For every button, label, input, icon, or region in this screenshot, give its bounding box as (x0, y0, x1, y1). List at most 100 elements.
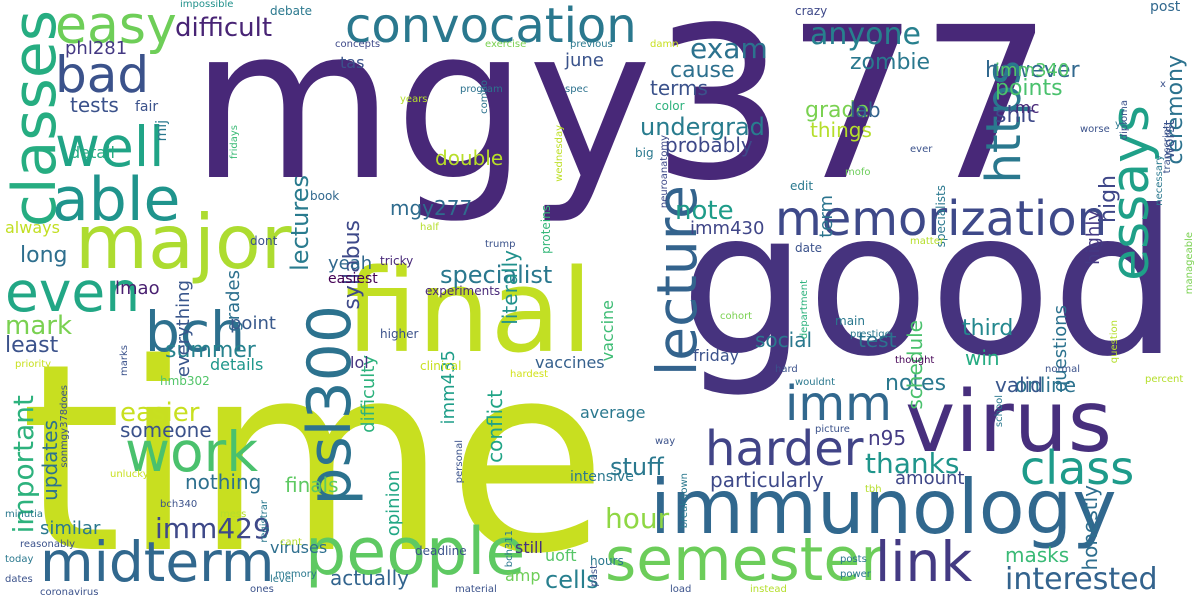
cloud-word: dont (250, 234, 278, 248)
cloud-word: bch (145, 300, 246, 364)
cloud-word: difficult (175, 13, 273, 43)
cloud-word: mij (154, 120, 170, 142)
cloud-word: ones (250, 584, 274, 595)
cloud-word: someone (120, 418, 212, 442)
cloud-word: long (20, 243, 68, 268)
cloud-word: undergrad (640, 113, 765, 141)
cloud-word: wednesday (554, 125, 565, 182)
cloud-word: note (675, 196, 734, 226)
cloud-word: june (565, 50, 604, 71)
cloud-word: marks (119, 345, 130, 376)
cloud-word: final (345, 245, 593, 379)
cloud-word: proteins (539, 205, 553, 254)
cloud-word: exercise (485, 39, 527, 50)
cloud-word: always (5, 218, 60, 237)
cloud-word: tests (70, 93, 119, 117)
cloud-word: cant (280, 537, 302, 548)
cloud-word: nothing (185, 470, 262, 494)
cloud-word: edit (790, 179, 814, 193)
cloud-word: lol (350, 353, 369, 372)
cloud-word: manageable (1184, 232, 1195, 295)
cloud-word: hardest (510, 369, 549, 380)
cloud-word: however (985, 58, 1080, 83)
cloud-word: midterm (40, 530, 275, 594)
cloud-word: amount (895, 468, 965, 489)
cloud-word: transcript (1162, 125, 1173, 174)
cloud-word: color (655, 99, 685, 113)
cloud-word: third (962, 316, 1014, 341)
cloud-word: time (20, 309, 608, 600)
cloud-word: social (755, 328, 813, 352)
cloud-word: zombie (850, 50, 931, 75)
cloud-word: mark (5, 311, 73, 341)
cloud-word: hmb302 (160, 374, 210, 388)
cloud-word: prestige (850, 329, 891, 340)
cloud-word: concepts (335, 39, 381, 50)
cloud-word: ever (910, 144, 933, 155)
cloud-word: anyone (810, 17, 921, 52)
cloud-word: main (835, 314, 865, 328)
cloud-word: point (230, 313, 276, 334)
cloud-word: finals (285, 473, 339, 497)
cloud-word: semester (605, 525, 885, 595)
cloud-word: term (816, 195, 837, 238)
cloud-word: online (1015, 373, 1077, 397)
cloud-word: deadline (415, 544, 467, 558)
cloud-word: tbh (865, 484, 882, 495)
cloud-word: power (840, 569, 871, 580)
cloud-word: double (435, 146, 504, 170)
cloud-word: priority (15, 359, 52, 370)
cloud-word: class (1020, 441, 1135, 495)
cloud-word: matter (910, 236, 944, 247)
cloud-word: yeah (328, 253, 373, 274)
cloud-word: percent (1145, 374, 1184, 385)
cloud-word: easiest (328, 271, 378, 287)
cloud-word: points (995, 76, 1063, 101)
cloud-word: past (589, 565, 600, 587)
cloud-word: combo (479, 80, 490, 114)
cloud-word: mgy377 (190, 0, 1053, 227)
cloud-word: lab (850, 98, 881, 122)
cloud-word: summer (165, 338, 256, 363)
cloud-word: material (455, 584, 497, 595)
cloud-word: mess (220, 509, 247, 520)
cloud-word: test (858, 328, 897, 352)
cloud-word: x (1160, 79, 1166, 90)
cloud-word: probably (665, 133, 753, 157)
cloud-word: work (125, 420, 259, 484)
cloud-word: question (1109, 320, 1120, 364)
cloud-word: grade (805, 98, 869, 123)
cloud-word: everything (173, 280, 194, 378)
cloud-word: well (55, 115, 165, 179)
cloud-word: particularly (710, 468, 824, 492)
cloud-word: posts (840, 554, 867, 565)
cloud-word: virus (905, 373, 1113, 472)
cloud-word: yo (1115, 119, 1128, 130)
cloud-word: conflict (483, 390, 507, 463)
cloud-word: exam (690, 32, 768, 65)
cloud-word: detail (70, 143, 115, 162)
cloud-word: previous (570, 39, 613, 50)
cloud-word: mofo (845, 167, 871, 178)
cloud-word: load (670, 584, 692, 595)
cloud-word: literally (498, 250, 522, 325)
cloud-word: imm430 (690, 218, 765, 239)
cloud-word: harder (705, 421, 864, 477)
cloud-word: today (5, 554, 34, 565)
cloud-word: impossible (180, 0, 234, 10)
cloud-word: lectures (286, 175, 314, 271)
cloud-word: terms (650, 76, 708, 100)
cloud-word: personal (454, 440, 465, 484)
cloud-word: instead (750, 584, 787, 595)
cloud-word: lmao (115, 278, 160, 299)
cloud-word: minutia (5, 509, 44, 520)
cloud-word: memorization (775, 191, 1108, 247)
cloud-word: friday (693, 346, 740, 365)
cloud-word: able (52, 165, 181, 235)
cloud-word: similar (40, 518, 101, 539)
cloud-word: updates (38, 420, 62, 501)
cloud-word: registrar (259, 500, 270, 543)
cloud-word: worse (1080, 124, 1110, 135)
cloud-word: thanks (865, 447, 960, 480)
cloud-word: trump (485, 239, 516, 250)
